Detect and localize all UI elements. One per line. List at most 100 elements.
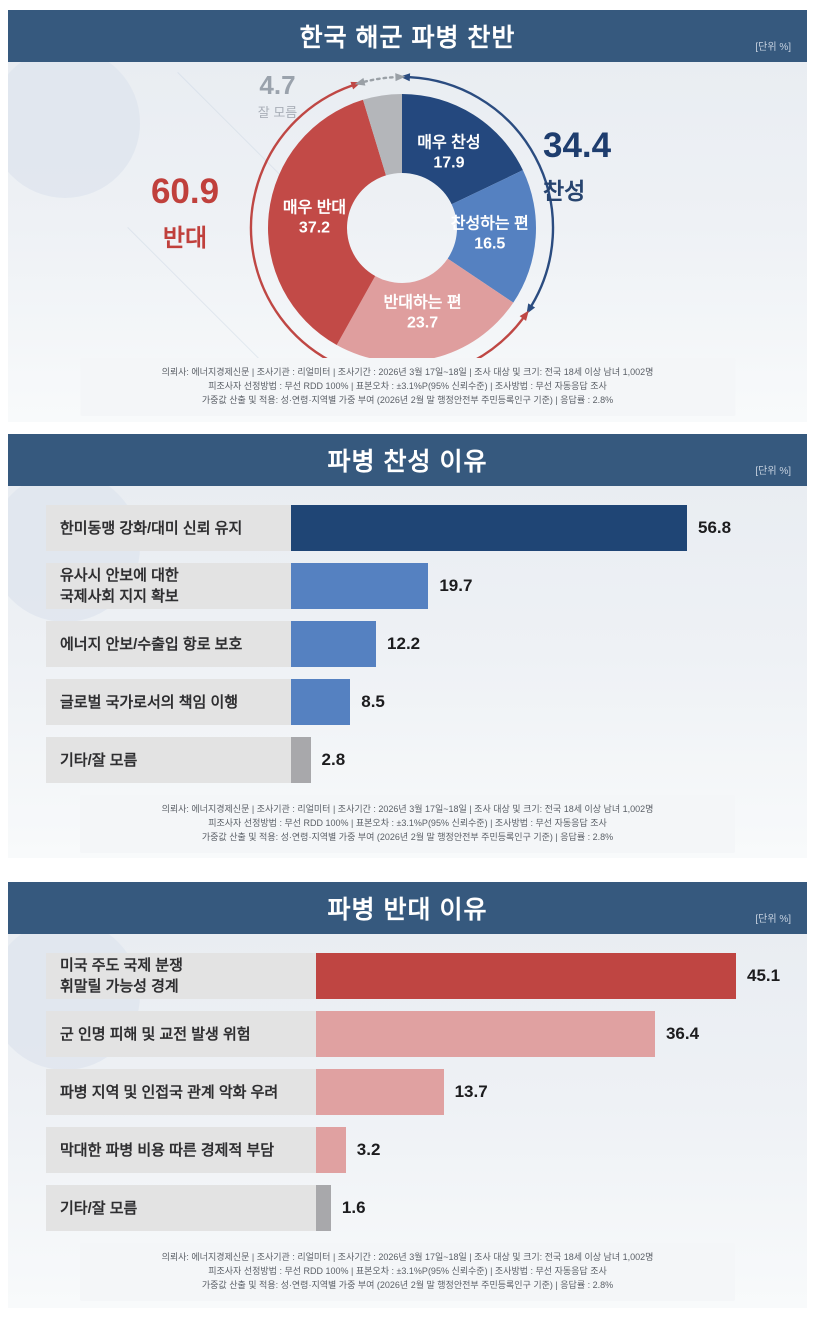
bar <box>291 505 687 551</box>
bar-value-label: 1.6 <box>341 1198 366 1217</box>
panel-header: 한국 해군 파병 찬반 [단위 %] <box>8 10 807 62</box>
unit-label: [단위 %] <box>755 466 791 477</box>
bar-value-label: 56.8 <box>698 518 732 537</box>
footnote-line: 의뢰사: 에너지경제신문 | 조사기관 : 리얼미터 | 조사기간 : 2026… <box>161 804 654 814</box>
footnote-line: 의뢰사: 에너지경제신문 | 조사기관 : 리얼미터 | 조사기간 : 2026… <box>161 1252 654 1262</box>
footnote-line: 피조사자 선정방법 : 무선 RDD 100% | 표본오차 : ±3.1%P(… <box>208 1265 607 1276</box>
panel-title: 한국 해군 파병 찬반 <box>299 24 516 52</box>
bar-category-label: 미국 주도 국제 분쟁 휘말릴 가능성 경계 <box>46 953 316 999</box>
bar-rows: 미국 주도 국제 분쟁 휘말릴 가능성 경계 45.1 군 인명 피해 및 교전 발생… <box>8 953 807 1231</box>
donut-segment-label: 매우 찬성 17.9 <box>417 134 480 172</box>
bar-row: 에너지 안보/수출입 항로 보호 12.2 <box>46 621 807 667</box>
bar-category-line: 군 인명 피해 및 교전 발생 위험 <box>60 1025 251 1043</box>
bar <box>316 1011 655 1057</box>
panel-header: 파병 찬성 이유 [단위 %] <box>8 434 807 486</box>
donut-segment <box>402 94 523 205</box>
bar <box>291 679 351 725</box>
approve-arc-arrow <box>399 73 411 82</box>
bar-value-label: 45.1 <box>747 966 781 985</box>
bar-category-line: 미국 주도 국제 분쟁 <box>60 957 183 974</box>
bar-category-label: 파병 지역 및 인접국 관계 악화 우려 <box>46 1069 316 1115</box>
bar <box>316 1069 444 1115</box>
footnote-line: 피조사자 선정방법 : 무선 RDD 100% | 표본오차 : ±3.1%P(… <box>208 381 607 392</box>
bar-row: 미국 주도 국제 분쟁 휘말릴 가능성 경계 45.1 <box>46 953 807 999</box>
bar <box>316 1185 331 1231</box>
oppose-total-label: 반대 <box>162 225 208 252</box>
bar-value-label: 13.7 <box>454 1082 488 1101</box>
bar-value-label: 19.7 <box>439 576 473 595</box>
bar <box>316 1127 346 1173</box>
panel-navy-deployment-approval: 한국 해군 파병 찬반 [단위 %] 매우 찬성 17.9 찬성하는 편 16.5 반대… <box>8 10 807 422</box>
bar <box>291 563 429 609</box>
panel-oppose-reasons: 파병 반대 이유 [단위 %] 미국 주도 국제 분쟁 휘말릴 가능성 경계 45.… <box>8 882 807 1308</box>
oppose-arc-arrow <box>519 310 529 321</box>
unknown-arc-arrow <box>395 73 406 82</box>
bar-category-line: 파병 지역 및 인접국 관계 악화 우려 <box>60 1083 279 1101</box>
bar-category-label: 기타/잘 모름 <box>46 1185 316 1231</box>
bar-row: 막대한 파병 비용 따른 경제적 부담 3.2 <box>46 1127 807 1173</box>
bar-category-line: 막대한 파병 비용 따른 경제적 부담 <box>60 1141 275 1159</box>
bar-chart-area: 미국 주도 국제 분쟁 휘말릴 가능성 경계 45.1 군 인명 피해 및 교전 발생… <box>8 934 807 1308</box>
bar-category-line: 글로벌 국가로서의 책임 이행 <box>60 693 239 711</box>
callout-approve: 34.4 찬성 <box>543 128 673 206</box>
donut-segment-label: 찬성하는 편 16.5 <box>451 214 529 252</box>
bar-value-label: 12.2 <box>387 634 421 653</box>
bar-category-line: 기타/잘 모름 <box>60 1199 138 1217</box>
bar-row: 한미동맹 강화/대미 신뢰 유지 56.8 <box>46 505 807 551</box>
bar-category-line: 기타/잘 모름 <box>60 751 138 769</box>
unit-label: [단위 %] <box>755 914 791 925</box>
unknown-total-label: 잘 모름 <box>257 105 298 120</box>
panel-approve-reasons: 파병 찬성 이유 [단위 %] 한미동맹 강화/대미 신뢰 유지 56.8 유사시 … <box>8 434 807 858</box>
donut-segment <box>363 94 402 176</box>
donut-segment <box>268 99 386 346</box>
bar-value-label: 8.5 <box>361 692 385 711</box>
callout-unknown: 4.7 잘 모름 <box>235 72 320 121</box>
donut-chart-area: 매우 찬성 17.9 찬성하는 편 16.5 반대하는 편 23.7 매우 반대 37.2 4… <box>8 62 807 422</box>
bar-category-label: 에너지 안보/수출입 항로 보호 <box>46 621 291 667</box>
approve-total-label: 찬성 <box>543 178 586 204</box>
footnote-line: 가중값 산출 및 적용: 성·연령·지역별 가중 부여 (2026년 2월 말 … <box>201 395 614 406</box>
bar-category-line: 유사시 안보에 대한 <box>60 567 179 584</box>
bar-value-label: 2.8 <box>321 750 346 769</box>
approve-arc <box>408 76 555 307</box>
approve-total-value: 34.4 <box>543 126 612 165</box>
bar-value-label: 36.4 <box>665 1024 700 1043</box>
bar-category-line: 에너지 안보/수출입 항로 보호 <box>60 635 243 653</box>
approve-arc-arrow <box>526 303 536 314</box>
unit-label: [단위 %] <box>755 42 791 53</box>
unknown-arc-arrow <box>354 77 366 86</box>
bar <box>291 737 311 783</box>
bar-category-label: 군 인명 피해 및 교전 발생 위험 <box>46 1011 316 1057</box>
panel-title: 파병 찬성 이유 <box>327 448 488 476</box>
bar-category-label: 기타/잘 모름 <box>46 737 291 783</box>
bar <box>316 953 736 999</box>
oppose-total-value: 60.9 <box>150 172 220 211</box>
bar-category-line: 국제사회 지지 확보 <box>60 588 179 605</box>
bar <box>291 621 377 667</box>
footnote-line: 가중값 산출 및 적용: 성·연령·지역별 가중 부여 (2026년 2월 말 … <box>201 1279 614 1290</box>
bar-category-line: 한미동맹 강화/대미 신뢰 유지 <box>60 519 243 537</box>
footnote-line: 의뢰사: 에너지경제신문 | 조사기관 : 리얼미터 | 조사기간 : 2026… <box>161 367 654 378</box>
bar-category-label: 막대한 파병 비용 따른 경제적 부담 <box>46 1127 316 1173</box>
footnote-line: 피조사자 선정방법 : 무선 RDD 100% | 표본오차 : ±3.1%P(… <box>208 817 607 828</box>
callout-oppose: 60.9 반대 <box>130 174 240 253</box>
donut-segment-label: 매우 반대 37.2 <box>283 199 346 237</box>
bar-row: 기타/잘 모름 2.8 <box>46 737 807 783</box>
bar-row: 기타/잘 모름 1.6 <box>46 1185 807 1231</box>
donut-segment <box>336 258 514 363</box>
decorative-circle <box>8 62 140 198</box>
survey-footnote: 의뢰사: 에너지경제신문 | 조사기관 : 리얼미터 | 조사기간 : 2026… <box>80 358 735 416</box>
bar-value-label: 3.2 <box>356 1140 381 1159</box>
bar-category-label: 한미동맹 강화/대미 신뢰 유지 <box>46 505 291 551</box>
donut-segment-label: 반대하는 편 23.7 <box>384 294 462 332</box>
panel-title: 파병 반대 이유 <box>327 896 488 924</box>
unknown-total-value: 4.7 <box>259 70 296 100</box>
unknown-arc <box>363 75 397 83</box>
survey-footnote: 의뢰사: 에너지경제신문 | 조사기관 : 리얼미터 | 조사기간 : 2026… <box>80 795 735 853</box>
bar-row: 군 인명 피해 및 교전 발생 위험 36.4 <box>46 1011 807 1057</box>
survey-footnote: 의뢰사: 에너지경제신문 | 조사기관 : 리얼미터 | 조사기간 : 2026… <box>80 1243 735 1301</box>
